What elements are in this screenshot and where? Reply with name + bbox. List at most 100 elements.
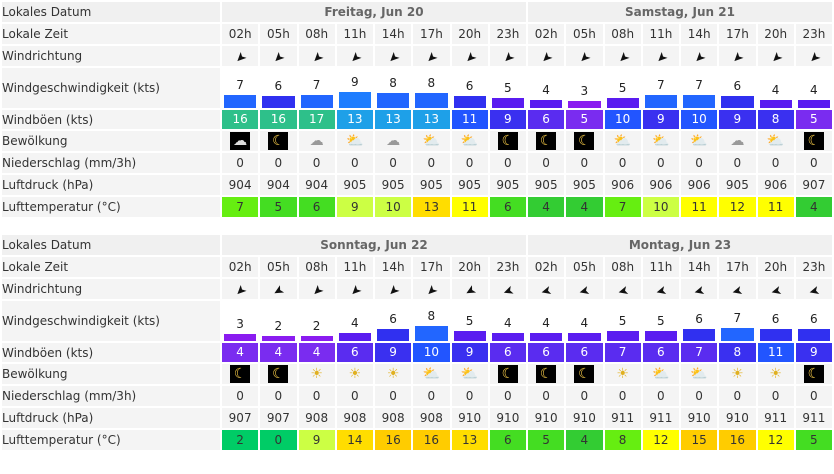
speed-label: Windgeschwindigkeit (kts) <box>2 68 220 108</box>
direction-cell: ➤ <box>719 46 756 66</box>
wind-arrow-icon: ➤ <box>692 281 707 299</box>
speed-value: 3 <box>236 317 244 332</box>
speed-cell: 8 <box>413 301 450 341</box>
cloud-cell: ☾ <box>260 364 297 384</box>
gust-row: Windböen (kts) 16 16 17 13 13 13 11 9 6 5 10 9 10 9 8 5 <box>2 110 832 129</box>
temperature-value: 5 <box>260 197 297 217</box>
gust-cell: 9 <box>489 110 526 129</box>
speed-cell: 5 <box>604 301 641 341</box>
temperature-cell: 4 <box>566 430 603 450</box>
cloud-cell: ☾ <box>566 364 603 384</box>
gust-cell: 10 <box>681 110 718 129</box>
speed-value: 4 <box>580 315 589 330</box>
pressure-cell: 905 <box>489 175 526 195</box>
cloud-cell: ☁ <box>375 131 412 151</box>
speed-value: 6 <box>389 312 397 327</box>
cloud-cell: ☾ <box>222 364 259 384</box>
wind-arrow-icon: ➤ <box>577 281 592 299</box>
time-row: Lokale Zeit 02h 05h 08h 11h 14h 17h 20h 23h 02h 05… <box>2 257 832 277</box>
speed-bar <box>300 94 333 108</box>
clear-night-icon: ☾ <box>268 365 289 383</box>
time-cell: 11h <box>642 257 679 277</box>
time-cell: 17h <box>719 24 756 44</box>
temperature-value: 11 <box>681 197 718 217</box>
gust-cell: 9 <box>719 110 756 129</box>
time-cell: 08h <box>604 24 641 44</box>
precip-cell: 0 <box>719 386 756 406</box>
pressure-cell: 905 <box>413 175 450 195</box>
speed-bar <box>644 331 677 341</box>
temperature-value: 9 <box>336 197 373 217</box>
speed-cell: 9 <box>336 68 373 108</box>
temperature-cell: 12 <box>719 197 756 217</box>
wind-arrow-icon: ➤ <box>307 280 327 299</box>
speed-bar <box>453 96 486 108</box>
precip-row: Niederschlag (mm/3h) 0 0 0 0 0 0 0 0 0 0 0 0 0 0 0 0 <box>2 386 832 406</box>
speed-value: 5 <box>465 314 474 328</box>
speed-cell: 6 <box>681 301 718 341</box>
temperature-cell: 6 <box>298 197 335 217</box>
gust-value: 4 <box>260 343 297 362</box>
temperature-cell: 5 <box>528 430 565 450</box>
precip-cell: 0 <box>566 153 603 173</box>
partly-sunny-icon: ⛅ <box>690 366 708 382</box>
gust-cell: 13 <box>336 110 373 129</box>
speed-value: 7 <box>733 310 742 325</box>
precip-cell: 0 <box>681 153 718 173</box>
partly-cloudy-icon: ⛅ <box>766 133 785 149</box>
speed-bar <box>530 332 563 341</box>
block-spacer <box>0 219 834 233</box>
speed-cell: 7 <box>681 68 718 108</box>
temperature-cell: 16 <box>719 430 756 450</box>
pressure-cell: 911 <box>795 408 832 428</box>
time-cell: 14h <box>681 257 718 277</box>
speed-cell: 7 <box>222 68 259 108</box>
direction-cell: ➤ <box>260 279 297 299</box>
speed-bar <box>568 101 601 108</box>
speed-cell: 7 <box>719 301 756 341</box>
temperature-value: 4 <box>795 197 832 217</box>
cloud-cell: ⛅ <box>681 364 718 384</box>
gust-value: 16 <box>222 110 259 129</box>
speed-value: 7 <box>657 77 665 92</box>
precip-cell: 0 <box>757 153 794 173</box>
precip-cell: 0 <box>336 386 373 406</box>
pressure-cell: 910 <box>566 408 603 428</box>
pressure-cell: 907 <box>260 408 297 428</box>
gust-cell: 6 <box>566 343 603 362</box>
speed-value: 5 <box>657 314 665 328</box>
gust-value: 9 <box>375 343 412 362</box>
gust-value: 6 <box>528 343 565 362</box>
speed-cell: 7 <box>642 68 679 108</box>
direction-cell: ➤ <box>528 279 565 299</box>
temperature-value: 2 <box>222 430 259 450</box>
direction-cell: ➤ <box>336 46 373 66</box>
speed-value: 7 <box>695 77 703 92</box>
speed-bar <box>224 94 257 108</box>
direction-cell: ➤ <box>222 46 259 66</box>
gust-value: 6 <box>528 110 565 129</box>
cloud-cell: ☾ <box>528 131 565 151</box>
gust-cell: 8 <box>719 343 756 362</box>
pressure-cell: 911 <box>604 408 641 428</box>
partly-cloudy-night-icon: ☾ <box>268 132 289 150</box>
temperature-cell: 0 <box>260 430 297 450</box>
gust-cell: 17 <box>298 110 335 129</box>
speed-bar <box>377 329 410 341</box>
pressure-cell: 904 <box>260 175 297 195</box>
wind-arrow-icon: ➤ <box>384 280 403 299</box>
temperature-cell: 11 <box>681 197 718 217</box>
direction-cell: ➤ <box>298 279 335 299</box>
time-cell: 05h <box>260 24 297 44</box>
speed-label: Windgeschwindigkeit (kts) <box>2 301 220 341</box>
cloud-cell: ⛅ <box>604 131 641 151</box>
pressure-cell: 908 <box>298 408 335 428</box>
pressure-cell: 907 <box>795 175 832 195</box>
speed-value: 8 <box>427 309 436 324</box>
pressure-cell: 908 <box>375 408 412 428</box>
time-cell: 11h <box>336 257 373 277</box>
gust-cell: 4 <box>222 343 259 362</box>
temperature-cell: 12 <box>757 430 794 450</box>
partly-cloudy-night-icon: ☾ <box>536 132 557 150</box>
speed-bar <box>721 327 754 341</box>
